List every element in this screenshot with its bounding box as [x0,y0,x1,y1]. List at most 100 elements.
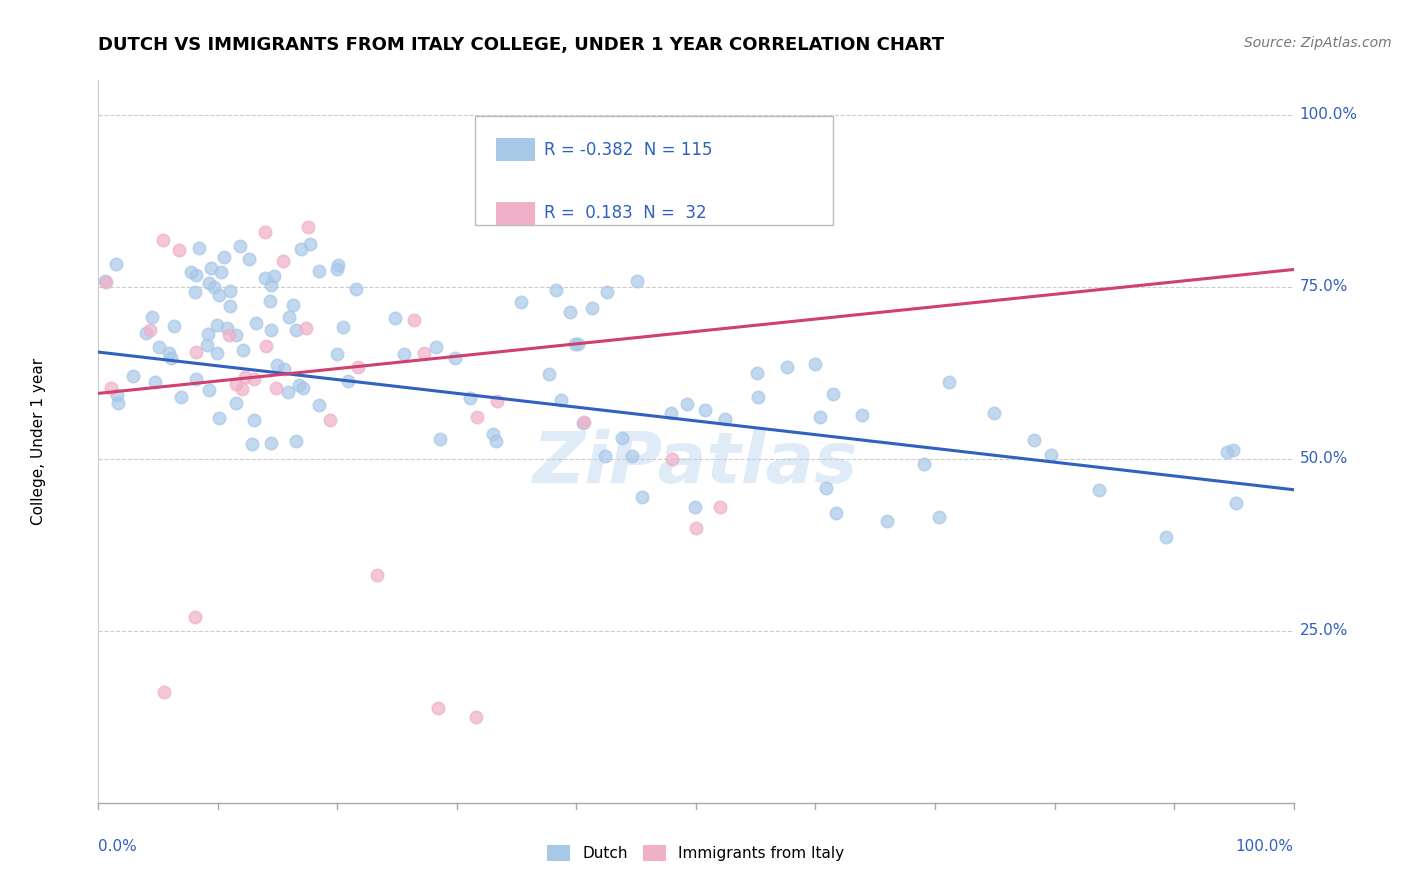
Point [804,357,827,371]
Point [277,310,299,324]
Point [851,409,873,423]
Point [626,274,648,288]
Point [413,346,436,360]
Point [458,392,481,406]
Text: 75.0%: 75.0% [1299,279,1348,294]
Text: R =  0.183  N =  32: R = 0.183 N = 32 [544,204,707,222]
Point [184,372,207,386]
Point [747,366,769,380]
Point [284,434,307,449]
Point [912,457,935,471]
Point [298,237,321,252]
Point [100,381,122,395]
Point [815,481,838,495]
Point [695,402,717,417]
Point [218,328,240,343]
Point [238,252,260,266]
Point [344,282,367,296]
Point [157,345,180,359]
Point [347,360,370,375]
Point [209,265,232,279]
Point [564,336,586,351]
Point [509,294,531,309]
Point [938,375,960,389]
Text: College, Under 1 year: College, Under 1 year [31,358,46,525]
Point [292,381,315,395]
Point [574,415,596,429]
Text: 25.0%: 25.0% [1299,624,1348,639]
Point [319,413,342,427]
Point [143,375,166,389]
Point [218,299,240,313]
Point [264,381,287,395]
Point [243,413,266,427]
Point [195,337,218,351]
Point [1154,530,1177,544]
Point [581,301,603,315]
Point [148,340,170,354]
Point [550,393,572,408]
Point [283,298,305,312]
Point [1216,445,1239,459]
Point [326,347,349,361]
Point [1222,442,1244,457]
Point [198,277,221,291]
Point [683,500,706,515]
Point [207,345,229,359]
Point [631,491,654,505]
Point [595,449,617,463]
Point [231,383,253,397]
Point [105,388,128,402]
Text: 0.0%: 0.0% [98,838,138,854]
Point [426,701,449,715]
Text: R = -0.382  N = 115: R = -0.382 N = 115 [544,141,713,159]
Point [135,326,157,340]
Point [332,320,354,334]
Point [187,241,209,255]
Text: DUTCH VS IMMIGRANTS FROM ITALY COLLEGE, UNDER 1 YEAR CORRELATION CHART: DUTCH VS IMMIGRANTS FROM ITALY COLLEGE, … [98,36,945,54]
Point [661,451,683,466]
Point [560,304,582,318]
Point [104,256,127,270]
Text: ZiPatlas: ZiPatlas [533,429,859,498]
Point [260,323,283,337]
Point [366,567,388,582]
Point [337,374,360,388]
Point [394,347,416,361]
Point [202,279,225,293]
Text: 100.0%: 100.0% [1236,838,1294,854]
Point [122,369,145,384]
Point [254,271,277,285]
Point [1024,433,1046,447]
Point [153,684,176,698]
Point [208,288,231,302]
Point [167,243,190,257]
Point [229,239,252,253]
Point [1087,483,1109,497]
Point [207,318,229,332]
Point [138,323,160,337]
Bar [496,138,534,161]
Point [983,406,1005,420]
Point [284,323,307,337]
Point [219,284,242,298]
Point [465,409,488,424]
Point [444,351,467,366]
Point [242,372,264,386]
Point [308,264,330,278]
Point [384,310,406,325]
Legend: Dutch, Immigrants from Italy: Dutch, Immigrants from Italy [541,839,851,867]
Point [544,283,567,297]
Point [482,427,505,442]
Point [180,265,202,279]
Point [709,500,731,514]
Point [232,343,254,358]
Point [233,370,256,384]
Point [94,275,117,289]
Point [245,317,267,331]
Point [186,268,208,282]
Text: 100.0%: 100.0% [1299,107,1358,122]
Point [183,285,205,300]
Point [714,411,737,425]
Point [240,436,263,450]
